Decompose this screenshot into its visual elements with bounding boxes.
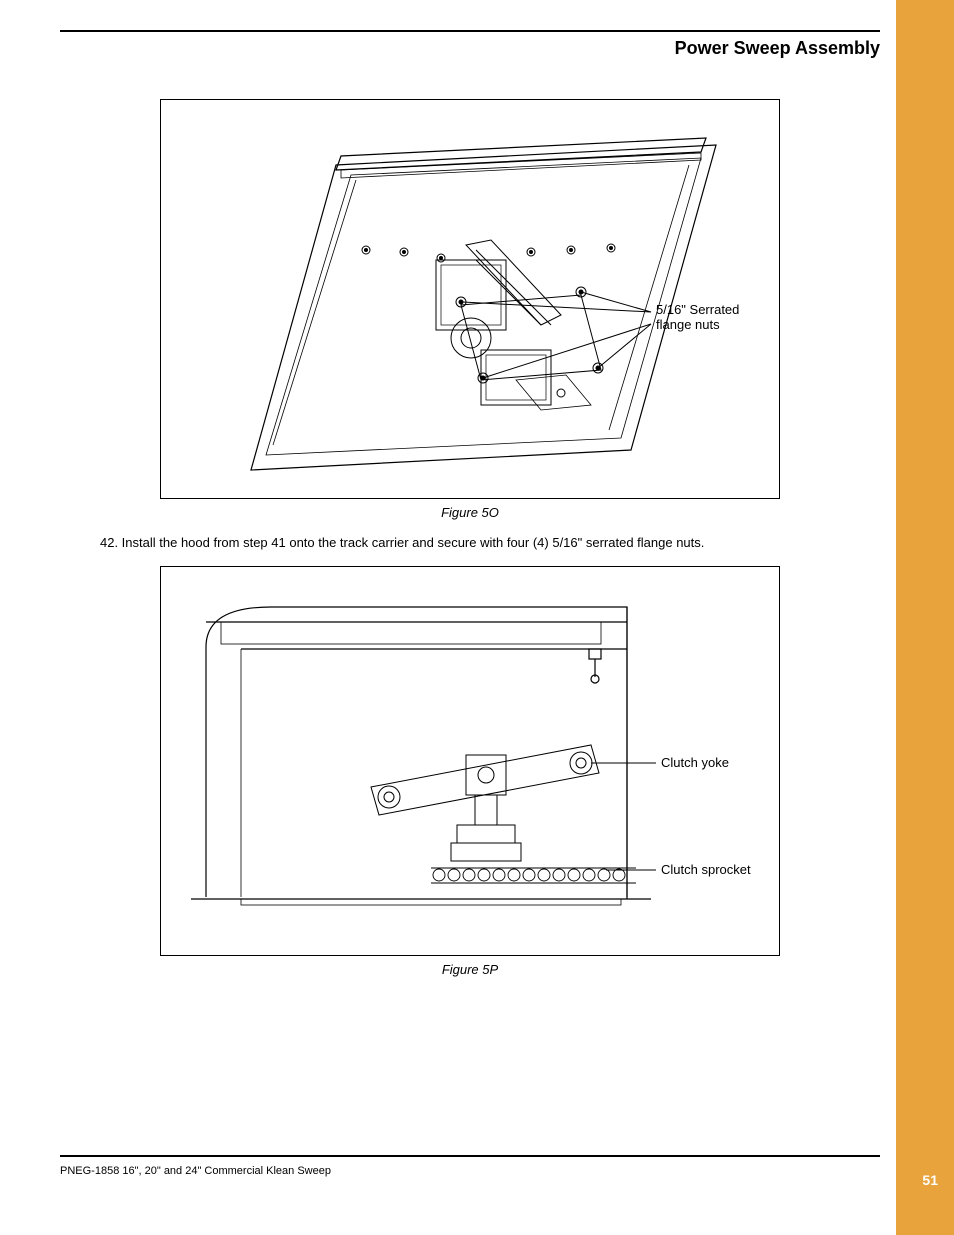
step-42-text: 42. Install the hood from step 41 onto t…	[100, 534, 880, 552]
section-header: Power Sweep Assembly	[60, 38, 880, 59]
label-flange-nuts-1: 5/16" Serrated	[656, 302, 739, 317]
figure-5p-caption: Figure 5P	[60, 962, 880, 977]
rule-bottom	[60, 1155, 880, 1157]
figure-5p: Clutch yoke Clutch sprocket	[160, 566, 780, 956]
page-footer: PNEG-1858 16", 20" and 24" Commercial Kl…	[60, 1165, 880, 1177]
label-clutch-yoke: Clutch yoke	[661, 755, 729, 770]
label-clutch-sprocket: Clutch sprocket	[661, 862, 751, 877]
page-content: Power Sweep Assembly	[60, 30, 880, 981]
figure-5o-caption: Figure 5O	[60, 505, 880, 520]
figure-5o: 5/16" Serrated flange nuts	[160, 99, 780, 499]
label-flange-nuts-2: flange nuts	[656, 317, 720, 332]
page-number: 51	[922, 1172, 938, 1188]
footer-left: PNEG-1858 16", 20" and 24" Commercial Kl…	[60, 1165, 331, 1177]
side-accent-bar	[896, 0, 954, 1235]
rule-top	[60, 30, 880, 32]
